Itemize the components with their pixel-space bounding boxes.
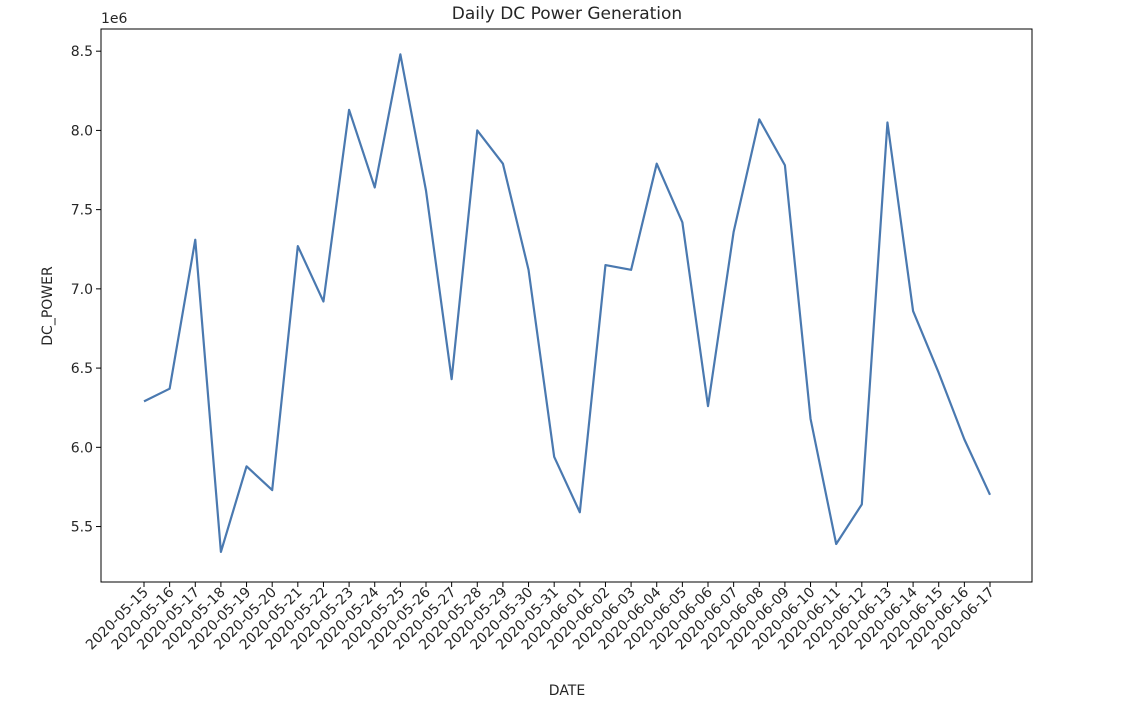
y-tick-label: 8.0 (71, 123, 93, 139)
y-tick-label: 8.5 (71, 44, 93, 60)
series-line (143, 53, 991, 553)
plot-frame (100, 28, 1033, 583)
plot-lines (143, 53, 991, 553)
y-tick-label: 6.0 (71, 440, 93, 456)
y-axis-label: DC_POWER (40, 266, 56, 346)
y-tick-label: 7.0 (71, 282, 93, 298)
y-tick-label: 7.5 (71, 203, 93, 219)
y-offset-label: 1e6 (101, 11, 128, 27)
y-tick-label: 5.5 (71, 520, 93, 536)
x-axis: 2020-05-152020-05-162020-05-172020-05-18… (83, 582, 998, 653)
x-axis-label: DATE (549, 683, 585, 699)
y-tick-label: 6.5 (71, 361, 93, 377)
y-axis: 5.5 6.0 6.5 7.0 7.5 8.0 8.5 (71, 44, 101, 536)
chart-title: Daily DC Power Generation (452, 4, 682, 24)
